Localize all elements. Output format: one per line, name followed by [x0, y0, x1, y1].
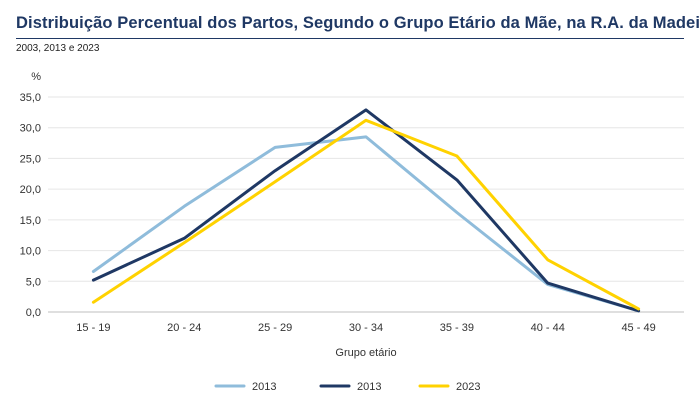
- x-tick-label: 40 - 44: [531, 322, 565, 334]
- chart-title: Distribuição Percentual dos Partos, Segu…: [16, 14, 700, 32]
- x-tick-label: 30 - 34: [349, 322, 383, 334]
- series-line-3: [91, 118, 641, 311]
- legend-label-1: 2013: [252, 381, 276, 393]
- y-tick-label: 35,0: [20, 92, 41, 104]
- legend-label-3: 2023: [456, 381, 480, 393]
- x-tick-label: 35 - 39: [440, 322, 474, 334]
- y-tick-label: 10,0: [20, 246, 41, 258]
- y-tick-label: 20,0: [20, 184, 41, 196]
- chart-subtitle: 2003, 2013 e 2023: [16, 43, 100, 54]
- x-tick-label: 25 - 29: [258, 322, 292, 334]
- y-tick-label: 0,0: [26, 307, 41, 319]
- x-tick-label: 20 - 24: [167, 322, 201, 334]
- x-axis-label: Grupo etário: [335, 347, 396, 359]
- legend-label-2: 2013: [357, 381, 381, 393]
- series-line-2: [91, 108, 641, 313]
- y-axis-label: %: [31, 71, 41, 83]
- title-divider: [16, 38, 684, 39]
- y-tick-label: 25,0: [20, 153, 41, 165]
- x-tick-label: 15 - 19: [76, 322, 110, 334]
- x-tick-label: 45 - 49: [621, 322, 655, 334]
- y-tick-label: 15,0: [20, 215, 41, 227]
- y-tick-label: 30,0: [20, 123, 41, 135]
- y-tick-label: 5,0: [26, 276, 41, 288]
